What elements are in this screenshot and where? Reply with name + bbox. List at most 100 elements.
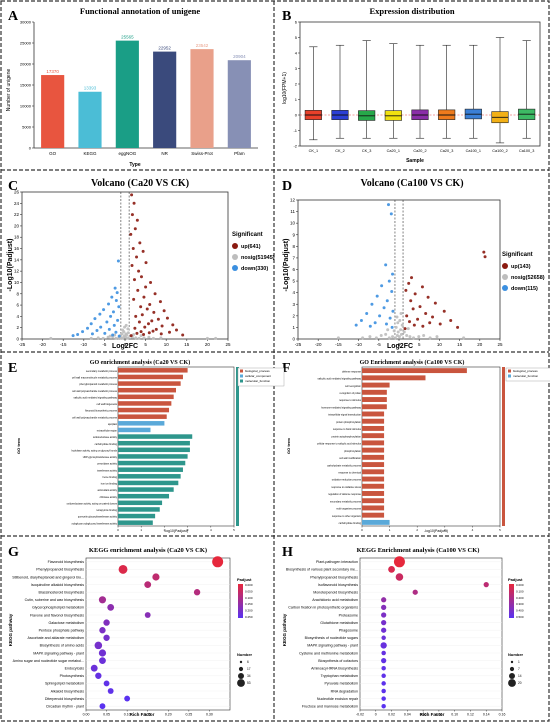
panel-d-point [391,309,395,313]
panel-g-dot [107,688,114,694]
panel-c-point [130,193,134,197]
panel-e-bar [118,394,174,400]
panel-d-x-tick-label: 10 [437,342,443,347]
panel-h-title: KEGG Enrichment analysis (Ca100 VS CK) [357,547,480,554]
panel-d-point [385,299,389,303]
panel-d-point [386,203,390,207]
panel-d-x-tick-label: 15 [457,342,463,347]
panel-e-category-label: secondary metabolic process [86,370,118,373]
panel-c-point [129,334,133,338]
panel-c-point [147,331,151,335]
panel-c-point [131,247,135,251]
panel-c-y-tick-label: 8 [16,291,19,296]
panel-b-y-tick-label: 3 [295,66,298,71]
panel-d-title: Volcano (Ca100 VS CK) [360,178,463,189]
panel-g-dot [99,703,106,710]
panel-c-point [95,329,99,333]
panel-a-value-label: 13393 [84,86,97,91]
panel-d-point [394,325,398,329]
panel-g-number-label: Number [237,652,253,657]
panel-b-category-label: Ca100_3 [519,149,534,153]
panel-g-letter: G [8,545,19,560]
panel-d-x-tick-label: -25 [295,342,302,347]
panel-f-category-label: oxidation-reduction process [332,479,362,482]
panel-d-xlabel: Log2FC [387,343,413,350]
panel-h-x-tick-label: 0.06 [420,713,427,717]
panel-c-point [144,285,148,289]
panel-g-dot [124,695,131,702]
panel-g-xlabel: Rich Factor [130,712,155,717]
panel-g-dot [103,619,110,626]
panel-f-legend-label: molecular_function [513,374,539,378]
panel-b-xlabel: Sample [406,158,424,164]
panel-d-ylabel: -Log10(Padjust) [283,239,290,292]
panel-c-legend-marker [232,254,238,260]
panel-e-category-label: cell wall macromolecule metabolic proces… [72,377,118,380]
panel-c-chart: -25 -20 -15 -10 -5 0 5 10 15 20 250246810121416182… [14,190,275,348]
panel-d-point [390,290,394,294]
panel-d-point [399,328,403,332]
panel-g-category-label: MAPK signaling pathway - plant [33,651,84,655]
panel-d-point [384,322,388,326]
panel-f-category-label: response to other organism [332,515,361,518]
panel-c-point [93,317,97,321]
panel-c-point [135,218,139,222]
panel-d-point [387,279,391,283]
panel-d-legend-title: Significant [502,252,533,258]
panel-e-category-label: UDP-glycosyltransferase activity [83,456,118,459]
panel-e-category-label: hydrolase activity, acting on glycosyl b… [71,449,117,452]
panel-f-x-tick-label: 5 [499,528,501,532]
panel-c-legend-marker [232,265,238,271]
panel-g-category-label: Cutin, suberine and wax biosynthesis [25,598,85,602]
panel-d-point [354,323,358,327]
panel-h-x-tick-label: 0.16 [499,713,506,717]
panel-d-point [365,312,369,316]
panel-c-point [214,336,218,340]
panel-f-legend-label: biological_process [513,369,538,373]
panel-g-category-label: Amino sugar and nucleotide sugar metabol… [13,659,84,663]
panel-f-category-label: intracellular signal transduction [328,414,361,417]
panel-c-point [71,334,75,338]
panel-d-point [403,327,407,331]
panel-h-x-tick-label: 0.10 [451,713,458,717]
panel-c-point [111,333,115,337]
panel-h-dot [381,657,387,664]
panel-d-y-tick-label: 6 [292,267,295,272]
panel-g-category-label: Biosynthesis of amino acids [40,644,85,648]
panel-c-point [132,278,136,282]
panel-e-bar [118,507,160,512]
panel-d-point [428,321,432,325]
panel-e-bar [118,520,153,525]
panel-a-category-label: GO [49,151,57,156]
panel-d-point [417,335,421,339]
panel-f-bar [362,447,385,453]
panel-d-point [374,336,378,340]
panel-h-letter: H [282,545,293,560]
panel-g-category-label: Endocytosis [65,667,85,671]
panel-g-size-legend-label: 17 [247,667,251,671]
panel-d-point [395,315,399,319]
panel-h-dot [381,703,386,709]
panel-g-size-legend-dot [239,660,243,664]
panel-f-category-label: response to stimulus [339,399,362,402]
panel-f-legend-frame [505,367,550,382]
panel-h-dot [395,573,404,581]
panel-e-bar [118,467,183,472]
panel-d-point [391,335,395,339]
panel-h-dot [381,604,387,611]
panel-e-x-tick-label: 1 [140,528,142,532]
panel-c-point [129,232,133,236]
panel-c-point [139,305,143,309]
panel-f-x-tick-label: 4 [472,528,474,532]
panel-h-size-legend-dot [509,673,515,679]
panel-f-bar [362,483,385,489]
panel-g-x-tick-label: 0.05 [103,713,110,717]
panel-h-dot [393,556,405,568]
panel-f-bar [362,505,385,511]
panel-g-category-label: Alkaloid biosynthesis [51,689,85,693]
panel-e-category-label: peroxidase activity [97,463,117,466]
panel-h-category-label: Fructose and mannose metabolism [302,705,358,709]
panel-c-point [151,329,155,333]
panel-e-bar [118,447,190,453]
